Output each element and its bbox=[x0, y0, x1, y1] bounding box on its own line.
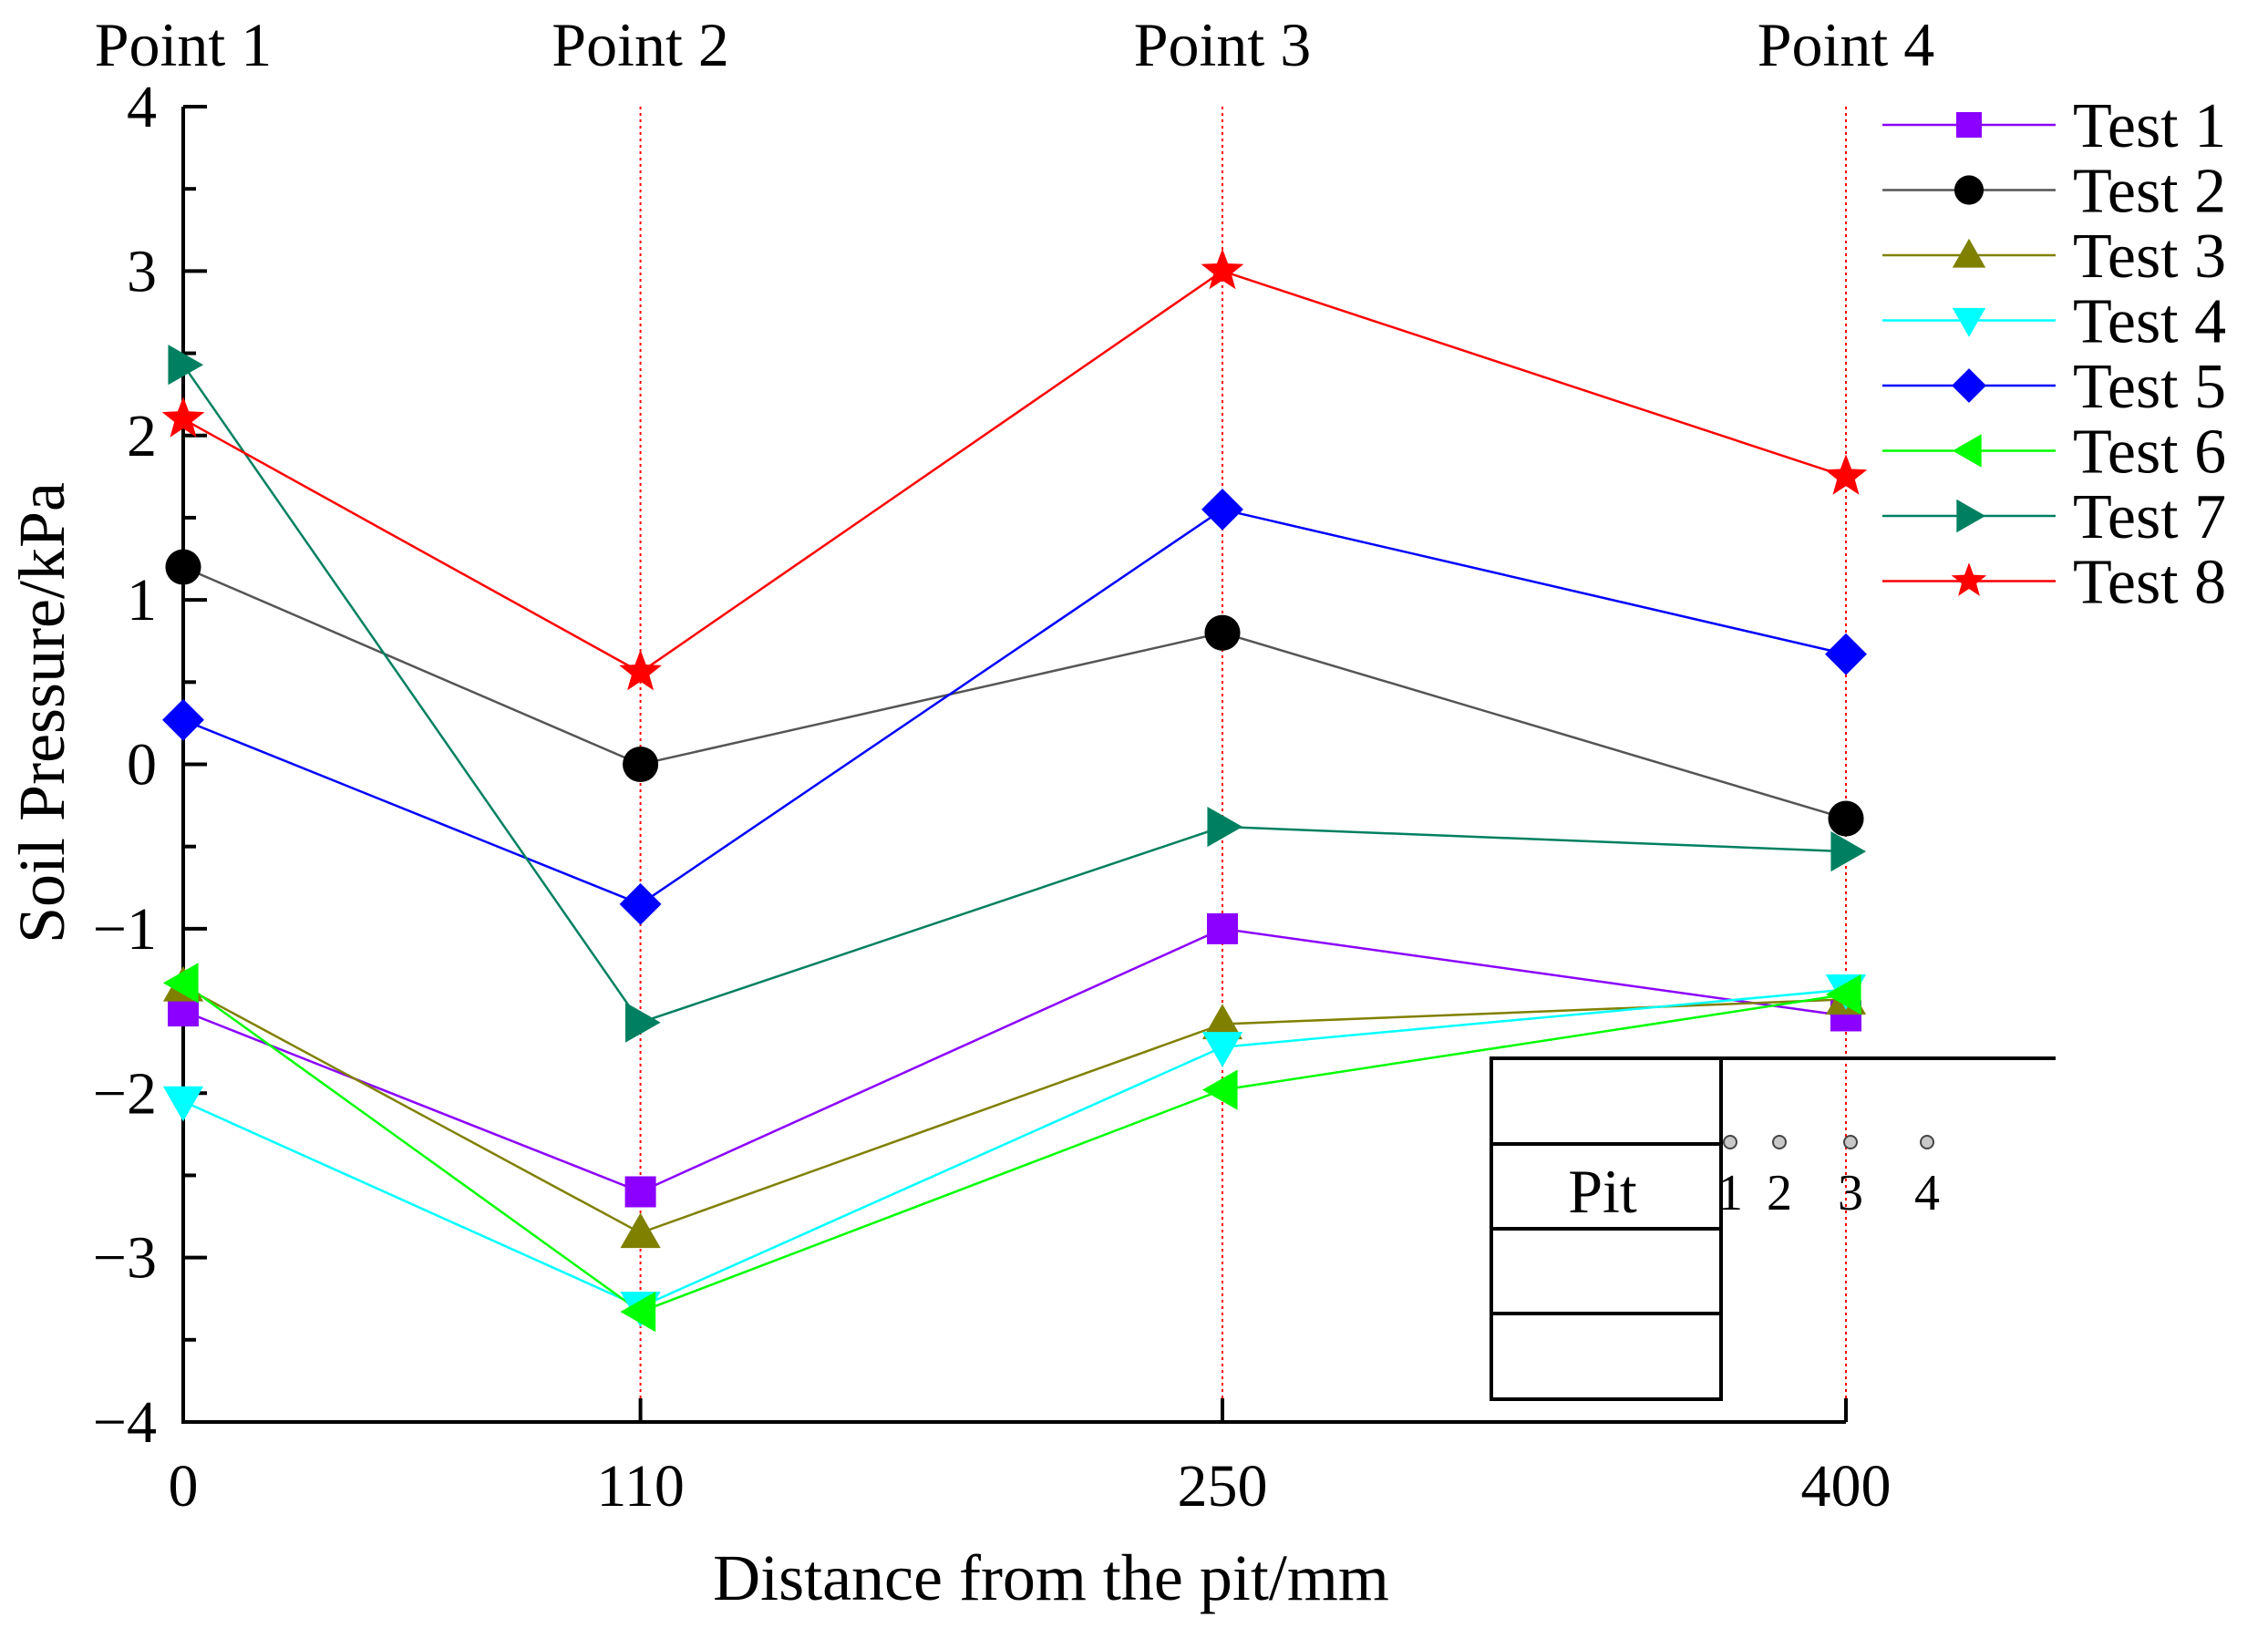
y-tick-label: −4 bbox=[93, 1389, 157, 1456]
test-2-point-2 bbox=[623, 746, 659, 783]
x-axis-title: Distance from the pit/mm bbox=[713, 1541, 1389, 1614]
legend-label-test-8: Test 8 bbox=[2073, 548, 2226, 618]
point-label-4: Point 4 bbox=[1758, 10, 1935, 79]
test-2-point-3 bbox=[1204, 614, 1241, 651]
x-tick-label: 400 bbox=[1801, 1453, 1892, 1520]
test-8-point-1 bbox=[161, 397, 205, 438]
y-tick-label: 2 bbox=[127, 403, 157, 469]
y-tick-label: 3 bbox=[127, 238, 157, 304]
legend-marker-test-2 bbox=[1954, 175, 1984, 205]
test-5-point-3 bbox=[1201, 488, 1243, 531]
test-1-line bbox=[182, 927, 1847, 1193]
legend-label-test-1: Test 1 bbox=[2073, 91, 2226, 161]
sensor-dot-2 bbox=[1772, 1135, 1787, 1149]
test-2-point-1 bbox=[165, 549, 201, 585]
legend-label-test-4: Test 4 bbox=[2073, 287, 2226, 357]
legend-marker-test-8 bbox=[1951, 562, 1987, 596]
test-2-line bbox=[182, 565, 1847, 820]
point-labels: Point 1 Point 2 Point 3 Point 4 bbox=[95, 10, 1935, 79]
test-3-line bbox=[182, 984, 1847, 1234]
pit-label: Pit bbox=[1568, 1157, 1637, 1226]
test-5-point-4 bbox=[1825, 633, 1867, 675]
test-5-point-2 bbox=[619, 882, 662, 925]
legend-marker-test-4 bbox=[1952, 307, 1986, 337]
point-label-3: Point 3 bbox=[1134, 10, 1312, 79]
test-8-point-3 bbox=[1201, 248, 1244, 290]
y-tick-label: 0 bbox=[127, 732, 157, 799]
y-axis-title: Soil Pressure/kPa bbox=[5, 482, 78, 943]
y-tick-label: −1 bbox=[93, 896, 157, 963]
pit-inset-diagram: Pit 1 2 3 4 bbox=[1490, 1056, 2056, 1401]
test-7-point-2 bbox=[625, 1002, 661, 1043]
sensor-number-1: 1 bbox=[1717, 1165, 1743, 1221]
x-tick-label: 250 bbox=[1178, 1453, 1268, 1520]
legend-marker-test-3 bbox=[1952, 238, 1986, 268]
legend-label-test-2: Test 2 bbox=[2073, 157, 2226, 227]
test-6-point-1 bbox=[162, 963, 199, 1004]
test-4-line bbox=[182, 988, 1847, 1309]
test-4-point-3 bbox=[1201, 1032, 1243, 1067]
test-1-point-3 bbox=[1207, 912, 1238, 944]
test-4-point-1 bbox=[162, 1086, 204, 1122]
test-6-point-2 bbox=[620, 1292, 656, 1333]
x-tick-label: 110 bbox=[596, 1453, 685, 1520]
test-7-point-1 bbox=[168, 345, 204, 386]
legend-label-test-3: Test 3 bbox=[2073, 222, 2226, 292]
legend-marker-test-7 bbox=[1956, 499, 1986, 533]
sensor-number-3: 3 bbox=[1838, 1165, 1863, 1221]
test-8-point-4 bbox=[1824, 454, 1868, 495]
x-tick-label: 0 bbox=[169, 1453, 199, 1520]
test-2-point-4 bbox=[1828, 800, 1864, 837]
y-tick-label: −2 bbox=[93, 1060, 157, 1127]
test-5-point-1 bbox=[162, 698, 204, 741]
y-tick-label: −3 bbox=[93, 1225, 157, 1292]
series-markers bbox=[161, 248, 1868, 1333]
y-tick-label: 1 bbox=[127, 567, 157, 634]
sensor-dot-3 bbox=[1843, 1135, 1858, 1149]
legend-marker-test-5 bbox=[1952, 368, 1986, 403]
sensor-number-2: 2 bbox=[1767, 1165, 1792, 1221]
test-7-point-3 bbox=[1207, 806, 1243, 848]
series-lines bbox=[181, 269, 1847, 1314]
test-3-point-3 bbox=[1201, 1004, 1243, 1040]
test-7-point-4 bbox=[1830, 830, 1867, 872]
test-6-line bbox=[182, 982, 1847, 1314]
sensor-dot-1 bbox=[1723, 1135, 1737, 1149]
legend-marker-test-1 bbox=[1956, 112, 1982, 138]
point-label-2: Point 2 bbox=[552, 10, 729, 79]
test-8-point-2 bbox=[619, 649, 662, 691]
legend-label-test-5: Test 5 bbox=[2073, 352, 2226, 422]
test-6-point-4 bbox=[1825, 974, 1861, 1015]
test-1-point-2 bbox=[624, 1176, 656, 1208]
test-5-line bbox=[182, 508, 1847, 906]
legend-marker-test-6 bbox=[1952, 434, 1982, 468]
sensor-number-4: 4 bbox=[1914, 1165, 1940, 1221]
y-tick-label: 4 bbox=[127, 74, 157, 140]
test-7-line bbox=[181, 364, 1847, 1025]
point-label-1: Point 1 bbox=[95, 10, 273, 79]
test-8-line bbox=[182, 269, 1847, 674]
test-3-point-2 bbox=[620, 1212, 661, 1249]
legend-label-test-7: Test 7 bbox=[2073, 482, 2226, 552]
legend-label-test-6: Test 6 bbox=[2073, 417, 2226, 488]
test-6-point-3 bbox=[1201, 1069, 1238, 1110]
sensor-dot-4 bbox=[1920, 1135, 1934, 1149]
